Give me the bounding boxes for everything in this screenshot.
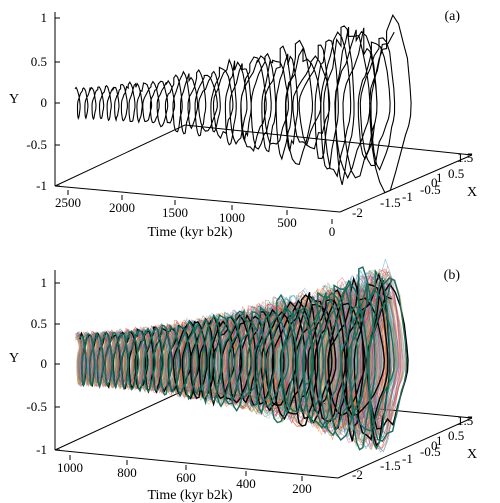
y-tick-label: -1 — [36, 442, 47, 457]
time-tick-label: 2000 — [109, 200, 135, 215]
panel-a-time-axis-title: Time (kyr b2k) — [147, 225, 232, 240]
x-tick-label: -1 — [402, 451, 413, 466]
time-tick-label: 0 — [329, 224, 336, 239]
y-tick-label: 0.5 — [31, 316, 47, 331]
y-tick-label: -0.5 — [26, 137, 47, 152]
panel-b-label: (b) — [444, 268, 461, 283]
x-tick-label: 1.5 — [457, 413, 473, 428]
panel-a-y-axis-title: Y — [9, 92, 19, 107]
panel-b-x-ticks: 1.50.5 10-0.5 -1-1.5 -2 — [352, 413, 473, 482]
y-tick-label: -1 — [36, 178, 47, 193]
panel-a-back-axis — [54, 124, 186, 187]
panel-b: (b) Y Time (kyr b2k) X 10.50-0.5-1 1000 8… — [9, 258, 477, 503]
time-tick-label: 600 — [176, 470, 196, 485]
x-tick-label: 1 — [436, 433, 443, 448]
x-tick-label: 0.5 — [448, 166, 464, 181]
time-tick-label: 200 — [292, 481, 312, 496]
panel-a-x-axis — [339, 154, 473, 213]
x-tick-label: -2 — [352, 205, 363, 220]
panel-b-time-axis-title: Time (kyr b2k) — [147, 488, 232, 503]
x-tick-label: 0 — [431, 438, 438, 453]
panel-a: (a) Y Time (kyr b2k) X 10.50-0.5-1 2500 2… — [9, 9, 477, 240]
time-tick-label: 500 — [277, 215, 297, 230]
panel-a-trajectory — [74, 14, 412, 194]
time-tick-label: 400 — [236, 476, 256, 491]
panel-b-y-ticks: 1 0.5 0 -0.5 -1 — [26, 275, 60, 457]
panel-a-time-axis — [54, 185, 341, 213]
time-tick-label: 800 — [117, 465, 137, 480]
panel-a-label: (a) — [444, 9, 460, 24]
panel-b-highlight-line — [79, 266, 408, 451]
panel-b-time-axis — [54, 449, 339, 479]
x-tick-label: 1 — [436, 170, 443, 185]
x-tick-label: -1 — [402, 189, 413, 204]
panel-a-x-axis-title: X — [467, 185, 477, 200]
panel-b-x-axis — [337, 417, 473, 479]
panel-b-back-axis — [54, 389, 186, 451]
y-tick-label: 0 — [41, 95, 48, 110]
y-tick-label: 0 — [41, 356, 48, 371]
x-tick-label: -2 — [352, 467, 363, 482]
x-tick-label: -1.5 — [380, 195, 401, 210]
x-tick-label: 0.5 — [448, 428, 464, 443]
panel-a-y-ticks: 1 0.5 0 -0.5 -1 — [26, 10, 60, 193]
time-tick-label: 1000 — [219, 210, 245, 225]
panel-b-time-ticks: 1000 800 600 400 200 — [57, 455, 312, 496]
x-tick-label: 0 — [431, 175, 438, 190]
time-tick-label: 1000 — [57, 460, 83, 475]
y-tick-label: 1 — [41, 275, 48, 290]
y-tick-label: -0.5 — [26, 399, 47, 414]
x-tick-label: -1.5 — [380, 458, 401, 473]
x-tick-label: 1.5 — [457, 150, 473, 165]
panel-b-ensemble — [74, 258, 409, 453]
panel-a-series-line — [74, 14, 412, 194]
y-tick-label: 0.5 — [31, 54, 47, 69]
x-tick-label: -0.5 — [420, 182, 441, 197]
y-tick-label: 1 — [41, 10, 48, 25]
time-tick-label: 1500 — [162, 205, 188, 220]
panel-a-x-ticks: 1.50.5 10-0.5 -1-1.5 -2 — [352, 150, 473, 220]
time-tick-label: 2500 — [55, 195, 81, 210]
panel-b-y-axis-title: Y — [9, 351, 19, 366]
panel-a-time-ticks: 2500 2000 1500 1000 500 0 — [55, 190, 335, 239]
panel-b-x-axis-title: X — [467, 447, 477, 462]
x-tick-label: -0.5 — [420, 444, 441, 459]
